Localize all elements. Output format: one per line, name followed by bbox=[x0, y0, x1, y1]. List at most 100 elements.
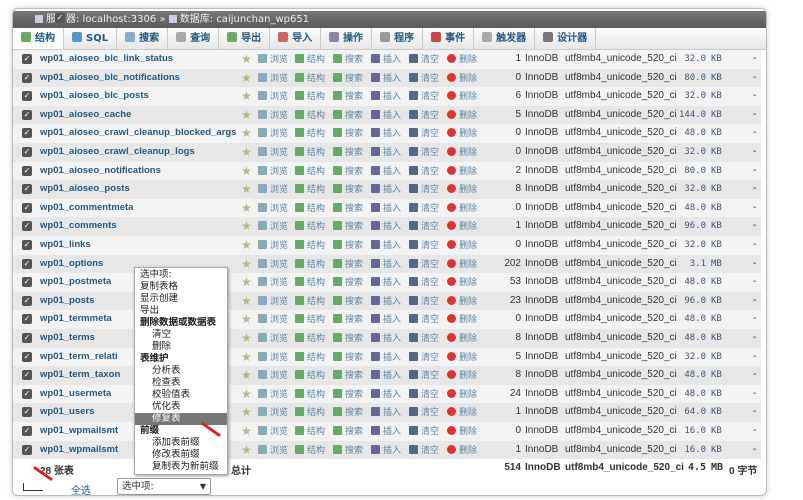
search-action[interactable]: 搜索 bbox=[333, 50, 363, 69]
menu-item[interactable]: 修改表前缀 bbox=[152, 449, 200, 460]
structure-action[interactable]: 结构 bbox=[295, 217, 325, 236]
empty-action[interactable]: 清空 bbox=[409, 180, 439, 199]
search-action[interactable]: 搜索 bbox=[333, 273, 363, 292]
favorite-star-icon[interactable]: ★ bbox=[241, 293, 252, 308]
structure-action[interactable]: 结构 bbox=[295, 422, 325, 441]
favorite-star-icon[interactable]: ★ bbox=[241, 238, 252, 252]
breadcrumb-database[interactable]: 数据库: caijunchan_wp651 bbox=[179, 14, 310, 25]
structure-action[interactable]: 结构 bbox=[295, 143, 325, 162]
search-action[interactable]: 搜索 bbox=[333, 217, 363, 236]
search-action[interactable]: 搜索 bbox=[333, 310, 363, 329]
favorite-star-icon[interactable]: ★ bbox=[241, 163, 252, 178]
drop-action[interactable]: 删除 bbox=[447, 422, 477, 441]
row-checkbox[interactable]: ✓ bbox=[22, 370, 32, 381]
insert-action[interactable]: 插入 bbox=[371, 273, 401, 292]
menu-item[interactable]: 检查表 bbox=[152, 377, 181, 388]
row-checkbox[interactable]: ✓ bbox=[22, 128, 32, 139]
row-checkbox[interactable]: ✓ bbox=[22, 202, 32, 213]
table-name-link[interactable]: wp01_wpmailsmt bbox=[40, 425, 119, 436]
row-checkbox[interactable]: ✓ bbox=[22, 147, 32, 157]
empty-action[interactable]: 清空 bbox=[409, 403, 439, 422]
table-name-link[interactable]: wp01_aioseo_blc_notifications bbox=[40, 71, 180, 83]
table-name-link[interactable]: wp01_aioseo_cache bbox=[40, 108, 132, 120]
empty-action[interactable]: 清空 bbox=[409, 292, 439, 311]
empty-action[interactable]: 清空 bbox=[409, 441, 439, 460]
table-name-link[interactable]: wp01_aioseo_crawl_cleanup_logs bbox=[40, 146, 195, 157]
insert-action[interactable]: 插入 bbox=[371, 366, 401, 385]
browse-action[interactable]: 浏览 bbox=[258, 217, 288, 236]
search-action[interactable]: 搜索 bbox=[333, 143, 363, 162]
menu-item[interactable]: 清空 bbox=[152, 329, 172, 340]
breadcrumb-server[interactable]: 服务器: localhost:3306 bbox=[46, 14, 157, 25]
row-checkbox[interactable]: ✓ bbox=[22, 295, 32, 306]
table-name-link[interactable]: wp01_aioseo_blc_link_status bbox=[40, 53, 174, 64]
row-checkbox[interactable]: ✓ bbox=[22, 109, 32, 120]
table-name-link[interactable]: wp01_termmeta bbox=[40, 313, 112, 325]
favorite-star-icon[interactable]: ★ bbox=[241, 349, 252, 364]
structure-action[interactable]: 结构 bbox=[295, 348, 325, 367]
search-action[interactable]: 搜索 bbox=[333, 124, 363, 143]
menu-item[interactable]: 表维护 bbox=[140, 353, 169, 364]
row-checkbox[interactable]: ✓ bbox=[22, 54, 32, 64]
browse-action[interactable]: 浏览 bbox=[258, 348, 288, 367]
menu-item[interactable]: 前缀 bbox=[140, 425, 160, 436]
search-action[interactable]: 搜索 bbox=[333, 366, 363, 385]
favorite-star-icon[interactable]: ★ bbox=[241, 89, 252, 104]
browse-action[interactable]: 浏览 bbox=[258, 106, 288, 125]
row-checkbox[interactable]: ✓ bbox=[22, 388, 32, 399]
row-checkbox[interactable]: ✓ bbox=[22, 165, 32, 176]
insert-action[interactable]: 插入 bbox=[371, 217, 401, 236]
insert-action[interactable]: 插入 bbox=[371, 329, 401, 348]
insert-action[interactable]: 插入 bbox=[371, 87, 401, 106]
search-action[interactable]: 搜索 bbox=[333, 180, 363, 199]
drop-action[interactable]: 删除 bbox=[447, 50, 477, 69]
browse-action[interactable]: 浏览 bbox=[258, 180, 288, 199]
row-checkbox[interactable]: ✓ bbox=[22, 333, 32, 343]
menu-item[interactable]: 校验值表 bbox=[152, 389, 191, 400]
empty-action[interactable]: 清空 bbox=[409, 255, 439, 274]
menu-item[interactable]: 添加表前缀 bbox=[152, 437, 200, 448]
drop-action[interactable]: 删除 bbox=[447, 441, 477, 460]
structure-action[interactable]: 结构 bbox=[295, 50, 325, 69]
table-name-link[interactable]: wp01_aioseo_crawl_cleanup_blocked_args bbox=[40, 127, 237, 139]
insert-action[interactable]: 插入 bbox=[371, 69, 401, 88]
empty-action[interactable]: 清空 bbox=[409, 329, 439, 348]
row-checkbox[interactable]: ✓ bbox=[22, 407, 32, 418]
favorite-star-icon[interactable]: ★ bbox=[241, 126, 252, 141]
insert-action[interactable]: 插入 bbox=[371, 255, 401, 274]
search-action[interactable]: 搜索 bbox=[333, 255, 363, 274]
table-name-link[interactable]: wp01_wpmailsmt bbox=[40, 443, 119, 455]
table-name-link[interactable]: wp01_terms bbox=[40, 332, 95, 343]
favorite-star-icon[interactable]: ★ bbox=[241, 405, 252, 420]
drop-action[interactable]: 删除 bbox=[447, 217, 477, 236]
structure-action[interactable]: 结构 bbox=[295, 124, 325, 143]
favorite-star-icon[interactable]: ★ bbox=[241, 312, 252, 327]
browse-action[interactable]: 浏览 bbox=[258, 199, 288, 218]
browse-action[interactable]: 浏览 bbox=[258, 69, 288, 88]
favorite-star-icon[interactable]: ★ bbox=[241, 424, 252, 438]
insert-action[interactable]: 插入 bbox=[371, 403, 401, 422]
drop-action[interactable]: 删除 bbox=[447, 199, 477, 218]
table-name-link[interactable]: wp01_aioseo_posts bbox=[40, 183, 130, 195]
structure-action[interactable]: 结构 bbox=[295, 162, 325, 181]
favorite-star-icon[interactable]: ★ bbox=[241, 442, 252, 457]
insert-action[interactable]: 插入 bbox=[371, 124, 401, 143]
browse-action[interactable]: 浏览 bbox=[258, 441, 288, 460]
browse-action[interactable]: 浏览 bbox=[258, 162, 288, 181]
insert-action[interactable]: 插入 bbox=[371, 348, 401, 367]
insert-action[interactable]: 插入 bbox=[371, 180, 401, 199]
tab-clock[interactable]: 事件 bbox=[423, 28, 475, 49]
row-checkbox[interactable]: ✓ bbox=[22, 221, 32, 232]
favorite-star-icon[interactable]: ★ bbox=[241, 368, 252, 383]
drop-action[interactable]: 删除 bbox=[447, 273, 477, 292]
structure-action[interactable]: 结构 bbox=[295, 385, 325, 404]
search-action[interactable]: 搜索 bbox=[333, 199, 363, 218]
empty-action[interactable]: 清空 bbox=[409, 348, 439, 367]
search-action[interactable]: 搜索 bbox=[333, 348, 363, 367]
drop-action[interactable]: 删除 bbox=[447, 385, 477, 404]
tab-designer[interactable]: 设计器 bbox=[535, 28, 597, 49]
browse-action[interactable]: 浏览 bbox=[258, 366, 288, 385]
table-name-link[interactable]: wp01_options bbox=[40, 257, 104, 269]
drop-action[interactable]: 删除 bbox=[447, 255, 477, 274]
favorite-star-icon[interactable]: ★ bbox=[241, 52, 252, 66]
